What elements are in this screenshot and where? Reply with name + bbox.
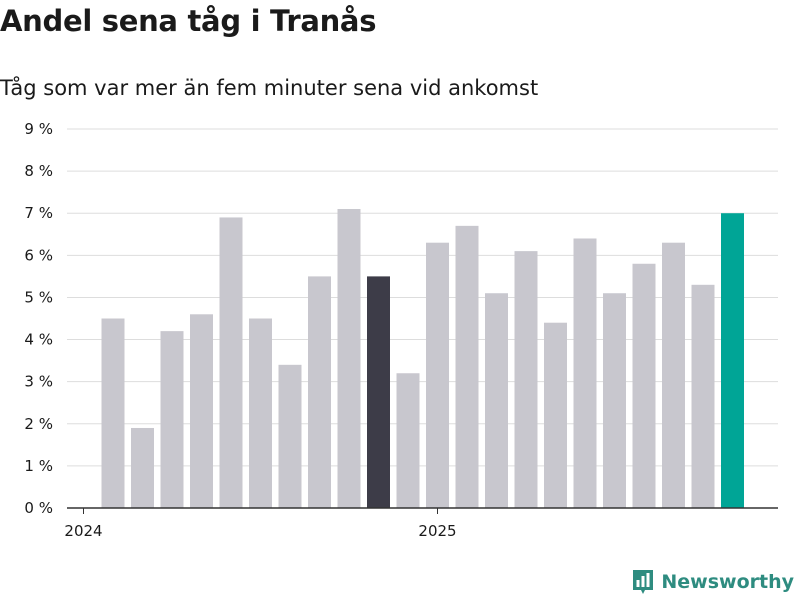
bar	[426, 242, 449, 508]
bar	[691, 284, 715, 508]
bar	[308, 276, 331, 508]
chart-title: Andel sena tåg i Tranås	[0, 4, 377, 38]
bar	[131, 427, 154, 508]
y-tick-label: 5 %	[24, 288, 53, 306]
bar	[544, 322, 567, 508]
brand-logo: Newsworthy	[631, 568, 794, 596]
x-tick-label: 2024	[64, 522, 102, 540]
y-tick-label: 7 %	[24, 204, 53, 222]
y-tick-label: 0 %	[24, 499, 53, 517]
bar	[337, 209, 361, 508]
bar	[396, 373, 420, 508]
x-tick-label: 2025	[418, 522, 456, 540]
y-tick-label: 8 %	[24, 162, 53, 180]
y-tick-label: 1 %	[24, 457, 53, 475]
y-tick-label: 6 %	[24, 246, 53, 264]
bar	[603, 293, 626, 508]
bar	[455, 225, 479, 508]
y-tick-label: 4 %	[24, 331, 53, 349]
brand-name: Newsworthy	[661, 571, 794, 593]
y-tick-label: 9 %	[24, 120, 53, 138]
bar	[367, 276, 390, 508]
bar	[101, 318, 125, 508]
bar	[190, 314, 213, 508]
bar	[219, 217, 243, 508]
bar	[632, 263, 656, 508]
bar	[514, 251, 538, 508]
bar	[249, 318, 272, 508]
bar	[160, 331, 184, 508]
chart-subtitle: Tåg som var mer än fem minuter sena vid …	[0, 76, 539, 100]
newsworthy-logo-icon	[633, 570, 654, 594]
bar	[573, 238, 597, 508]
bar	[278, 364, 302, 508]
bar	[721, 213, 744, 508]
bar	[485, 293, 508, 508]
y-tick-label: 2 %	[24, 415, 53, 433]
bar	[662, 242, 685, 508]
y-tick-label: 3 %	[24, 373, 53, 391]
